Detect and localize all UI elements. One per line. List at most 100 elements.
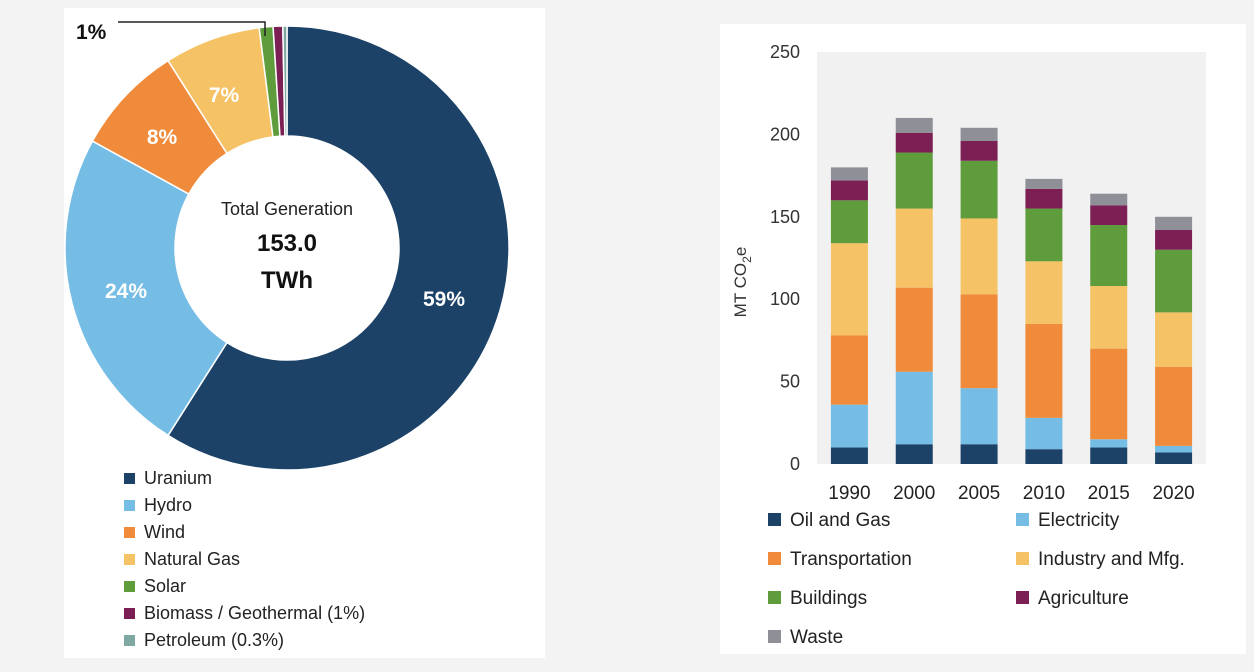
bar-segment-electricity-2020 xyxy=(1155,445,1193,453)
legend-label-solar: Solar xyxy=(144,576,186,596)
bar-segment-industry-and-mfg-1990 xyxy=(830,243,868,336)
legend-swatch-petroleum-0-3 xyxy=(124,635,135,646)
y-tick-label: 250 xyxy=(770,42,800,62)
bar-segment-industry-and-mfg-2000 xyxy=(895,208,933,288)
legend-swatch-biomass-geothermal-1 xyxy=(124,608,135,619)
bar-segment-agriculture-2015 xyxy=(1090,205,1128,226)
bar-segment-agriculture-1990 xyxy=(830,180,868,201)
y-tick-label: 50 xyxy=(780,372,800,392)
bar-segment-oil-and-gas-2005 xyxy=(960,444,998,464)
bar-segment-buildings-2005 xyxy=(960,160,998,219)
bar-segment-industry-and-mfg-2005 xyxy=(960,218,998,295)
legend-swatch-industry-and-mfg xyxy=(1016,552,1029,565)
donut-slice-hydro xyxy=(64,140,229,437)
donut-center-value: 153.0 xyxy=(257,230,317,257)
donut-label-uranium: 59% xyxy=(423,288,465,311)
y-tick-label: 100 xyxy=(770,289,800,309)
legend-swatch-solar xyxy=(124,581,135,592)
bar-segment-electricity-1990 xyxy=(830,404,868,448)
y-tick-label: 0 xyxy=(790,454,800,474)
legend-swatch-buildings xyxy=(768,591,781,604)
donut-label-natural-gas: 7% xyxy=(209,84,240,107)
donut-center-title: Total Generation xyxy=(221,199,353,219)
emissions-stacked-bar-chart: 0 50 100 150 200 250 MT CO2e 1990 2000 2005 2010 20… xyxy=(731,42,1206,648)
legend-label-agriculture: Agriculture xyxy=(1038,588,1129,609)
bar-segment-oil-and-gas-2010 xyxy=(1025,449,1063,464)
donut-center-unit: TWh xyxy=(261,267,313,294)
legend-label-oil-and-gas: Oil and Gas xyxy=(790,510,890,531)
legend-label-wind: Wind xyxy=(144,522,185,542)
bar-segment-buildings-2010 xyxy=(1025,208,1063,262)
bar-segment-buildings-1990 xyxy=(830,200,868,244)
bar-segment-transportation-2015 xyxy=(1090,348,1128,440)
bar-segment-agriculture-2000 xyxy=(895,132,933,153)
bar-segment-buildings-2000 xyxy=(895,152,933,209)
donut-label-wind: 8% xyxy=(147,126,178,149)
bar-segment-waste-2015 xyxy=(1090,193,1128,206)
bar-segment-industry-and-mfg-2020 xyxy=(1155,312,1193,367)
legend-label-waste: Waste xyxy=(790,627,843,648)
bar-segment-agriculture-2010 xyxy=(1025,188,1063,209)
bar-segment-industry-and-mfg-2015 xyxy=(1090,286,1128,349)
bar-segment-transportation-1990 xyxy=(830,335,868,405)
bar-segment-oil-and-gas-2020 xyxy=(1155,452,1193,464)
legend-swatch-oil-and-gas xyxy=(768,513,781,526)
legend-label-hydro: Hydro xyxy=(144,495,192,515)
x-tick-label: 2015 xyxy=(1088,483,1130,504)
legend-swatch-uranium xyxy=(124,473,135,484)
legend-label-buildings: Buildings xyxy=(790,588,867,609)
legend-swatch-natural-gas xyxy=(124,554,135,565)
bar-segment-electricity-2005 xyxy=(960,388,998,445)
legend-label-biomass-geothermal-1: Biomass / Geothermal (1%) xyxy=(144,603,365,623)
bar-segment-agriculture-2020 xyxy=(1155,229,1193,250)
bar-segment-transportation-2010 xyxy=(1025,323,1063,418)
bar-segment-waste-2020 xyxy=(1155,216,1193,230)
legend-swatch-electricity xyxy=(1016,513,1029,526)
bar-segment-buildings-2015 xyxy=(1090,225,1128,287)
x-tick-label: 2010 xyxy=(1023,483,1065,504)
legend-label-electricity: Electricity xyxy=(1038,510,1120,531)
legend-swatch-hydro xyxy=(124,500,135,511)
bar-segment-buildings-2020 xyxy=(1155,249,1193,313)
x-tick-label: 2000 xyxy=(893,483,935,504)
y-tick-label: 150 xyxy=(770,207,800,227)
bar-segment-oil-and-gas-2000 xyxy=(895,444,933,464)
legend-swatch-transportation xyxy=(768,552,781,565)
donut-slice-petroleum-0-3 xyxy=(282,25,288,137)
bar-segment-agriculture-2005 xyxy=(960,140,998,161)
bar-segment-electricity-2000 xyxy=(895,371,933,445)
generation-donut-chart: 59% 24% 8% 7% 1% Total Generation 153.0 TWh Uran… xyxy=(64,21,510,650)
legend-label-transportation: Transportation xyxy=(790,549,912,570)
generation-donut-panel: 59% 24% 8% 7% 1% Total Generation 153.0 TWh Uran… xyxy=(64,8,545,658)
y-tick-label: 200 xyxy=(770,124,800,144)
bar-segment-transportation-2000 xyxy=(895,287,933,372)
donut-callout-line xyxy=(118,21,266,36)
donut-slice-uranium xyxy=(167,25,510,471)
emissions-bar-panel: 0 50 100 150 200 250 MT CO2e 1990 2000 2005 2010 20… xyxy=(720,24,1246,654)
bar-segment-industry-and-mfg-2010 xyxy=(1025,261,1063,324)
legend-swatch-waste xyxy=(768,630,781,643)
bar-segment-transportation-2020 xyxy=(1155,366,1193,446)
x-tick-label: 1990 xyxy=(828,483,870,504)
plot-area xyxy=(817,52,1206,464)
legend-label-petroleum-0-3: Petroleum (0.3%) xyxy=(144,630,284,650)
legend-swatch-agriculture xyxy=(1016,591,1029,604)
bar-segment-waste-1990 xyxy=(830,167,868,181)
bar-segment-waste-2000 xyxy=(895,117,933,133)
legend-label-uranium: Uranium xyxy=(144,468,212,488)
x-tick-label: 2020 xyxy=(1152,483,1194,504)
bar-segment-electricity-2015 xyxy=(1090,439,1128,448)
bar-segment-electricity-2010 xyxy=(1025,417,1063,450)
bar-segment-transportation-2005 xyxy=(960,294,998,389)
y-axis-label: MT CO2e xyxy=(731,247,754,318)
bar-segment-waste-2005 xyxy=(960,127,998,141)
bar-segment-oil-and-gas-2015 xyxy=(1090,447,1128,464)
bar-segment-oil-and-gas-1990 xyxy=(830,447,868,464)
bar-segment-waste-2010 xyxy=(1025,178,1063,189)
donut-label-hydro: 24% xyxy=(105,280,147,303)
donut-label-solar: 1% xyxy=(76,21,107,44)
legend-label-industry-and-mfg: Industry and Mfg. xyxy=(1038,549,1185,570)
legend-swatch-wind xyxy=(124,527,135,538)
legend-label-natural-gas: Natural Gas xyxy=(144,549,240,569)
x-tick-label: 2005 xyxy=(958,483,1000,504)
